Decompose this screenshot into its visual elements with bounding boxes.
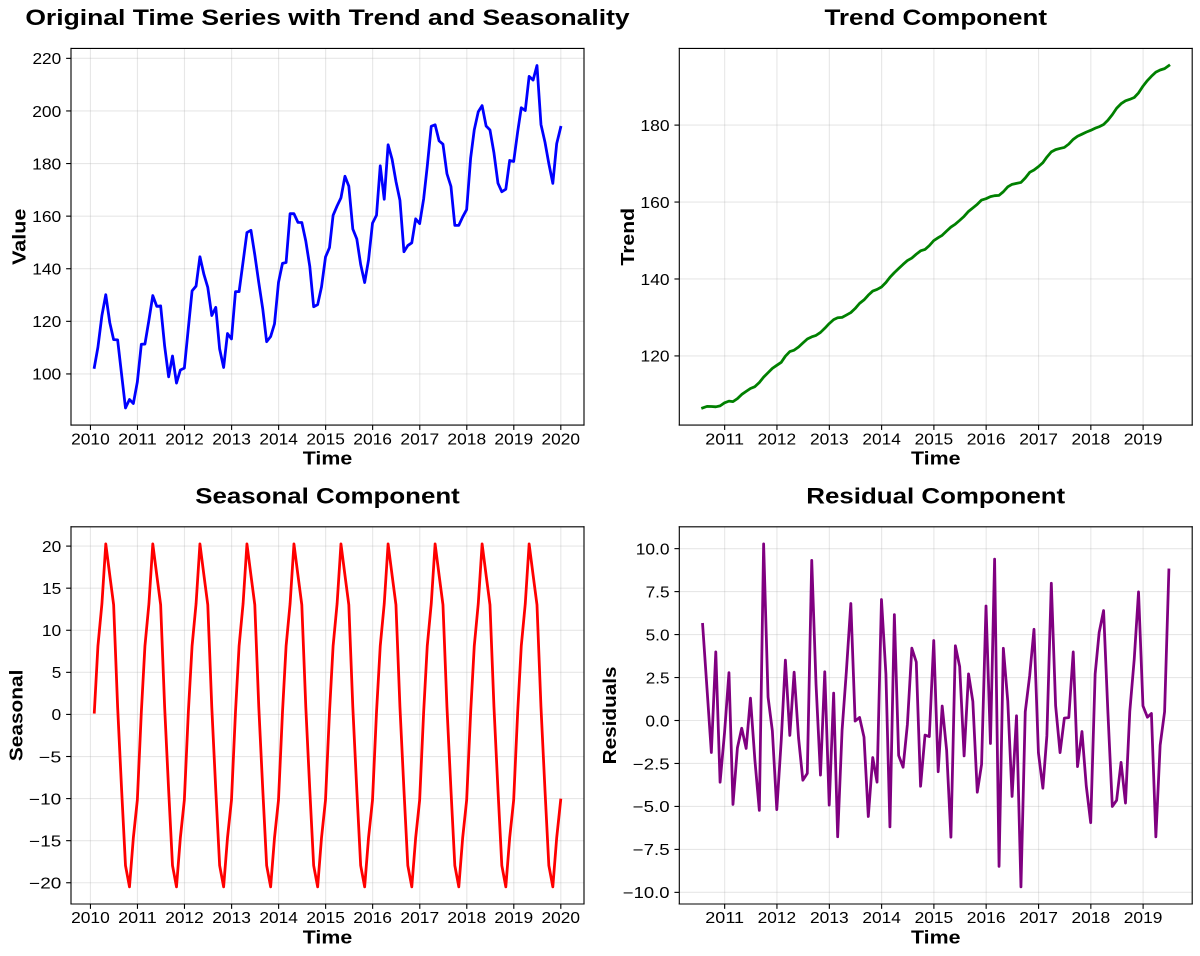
- svg-text:2013: 2013: [212, 431, 251, 448]
- svg-text:140: 140: [32, 262, 61, 279]
- svg-text:2018: 2018: [447, 910, 486, 927]
- svg-text:2011: 2011: [118, 910, 157, 927]
- svg-text:2018: 2018: [1071, 910, 1110, 927]
- svg-text:2015: 2015: [915, 910, 954, 927]
- svg-text:−10: −10: [29, 791, 61, 808]
- svg-text:−2.5: −2.5: [633, 756, 670, 773]
- svg-text:2012: 2012: [758, 431, 797, 448]
- svg-text:2.5: 2.5: [646, 670, 670, 687]
- svg-text:140: 140: [641, 272, 670, 289]
- svg-text:20: 20: [42, 539, 61, 556]
- svg-text:Original Time Series with Tren: Original Time Series with Trend and Seas…: [25, 5, 630, 30]
- svg-text:Time: Time: [911, 928, 960, 948]
- svg-text:2010: 2010: [71, 431, 110, 448]
- svg-text:100: 100: [32, 367, 61, 384]
- svg-text:10: 10: [42, 623, 61, 640]
- svg-text:2020: 2020: [542, 431, 581, 448]
- svg-text:2014: 2014: [862, 910, 901, 927]
- svg-text:2013: 2013: [810, 431, 849, 448]
- svg-text:2017: 2017: [400, 431, 439, 448]
- svg-text:2016: 2016: [967, 431, 1006, 448]
- svg-text:Seasonal Component: Seasonal Component: [195, 484, 460, 509]
- svg-text:10.0: 10.0: [636, 541, 670, 558]
- svg-text:−5: −5: [39, 749, 61, 766]
- svg-text:2019: 2019: [1124, 910, 1163, 927]
- svg-text:−5.0: −5.0: [633, 799, 670, 816]
- svg-text:200: 200: [32, 104, 61, 121]
- svg-text:15: 15: [42, 581, 61, 598]
- svg-text:Trend: Trend: [618, 208, 638, 266]
- svg-text:2019: 2019: [494, 910, 533, 927]
- svg-text:2014: 2014: [259, 910, 298, 927]
- svg-text:5.0: 5.0: [646, 627, 670, 644]
- svg-text:−10.0: −10.0: [623, 885, 670, 902]
- svg-text:2017: 2017: [1019, 910, 1058, 927]
- svg-text:2010: 2010: [71, 910, 110, 927]
- svg-text:2016: 2016: [353, 910, 392, 927]
- svg-text:220: 220: [32, 51, 61, 68]
- svg-text:2014: 2014: [862, 431, 901, 448]
- svg-text:2013: 2013: [810, 910, 849, 927]
- svg-text:0: 0: [52, 707, 62, 724]
- svg-text:2013: 2013: [212, 910, 251, 927]
- svg-text:2018: 2018: [447, 431, 486, 448]
- svg-text:120: 120: [32, 314, 61, 331]
- svg-text:160: 160: [640, 195, 669, 212]
- svg-text:Value: Value: [10, 209, 30, 265]
- svg-text:−7.5: −7.5: [633, 842, 670, 859]
- svg-text:160: 160: [32, 209, 61, 226]
- svg-text:−15: −15: [29, 833, 61, 850]
- svg-text:120: 120: [641, 349, 670, 366]
- svg-text:2012: 2012: [165, 910, 204, 927]
- svg-text:2015: 2015: [306, 431, 345, 448]
- svg-text:2020: 2020: [542, 910, 581, 927]
- svg-text:−20: −20: [29, 876, 61, 893]
- svg-text:Time: Time: [911, 449, 960, 469]
- svg-text:180: 180: [32, 156, 61, 173]
- svg-text:Seasonal: Seasonal: [7, 670, 27, 762]
- svg-text:2019: 2019: [1124, 431, 1163, 448]
- svg-text:2012: 2012: [165, 431, 204, 448]
- svg-text:Time: Time: [303, 928, 352, 948]
- svg-text:Residuals: Residuals: [600, 666, 620, 764]
- svg-text:2012: 2012: [758, 910, 797, 927]
- svg-text:2016: 2016: [967, 910, 1006, 927]
- svg-text:2014: 2014: [259, 431, 298, 448]
- svg-text:2011: 2011: [705, 910, 744, 927]
- svg-text:2015: 2015: [306, 910, 345, 927]
- svg-text:2017: 2017: [400, 910, 439, 927]
- svg-text:2016: 2016: [353, 431, 392, 448]
- svg-text:180: 180: [640, 118, 669, 135]
- svg-text:2011: 2011: [705, 431, 744, 448]
- svg-text:2015: 2015: [915, 431, 954, 448]
- svg-text:Trend Component: Trend Component: [824, 5, 1047, 30]
- svg-text:Residual Component: Residual Component: [806, 484, 1066, 509]
- svg-text:5: 5: [52, 665, 62, 682]
- svg-text:2018: 2018: [1071, 431, 1110, 448]
- svg-text:Time: Time: [303, 449, 352, 469]
- svg-text:0.0: 0.0: [645, 713, 669, 730]
- svg-text:7.5: 7.5: [646, 584, 670, 601]
- svg-text:2011: 2011: [118, 431, 157, 448]
- svg-text:2019: 2019: [494, 431, 533, 448]
- svg-text:2017: 2017: [1019, 431, 1058, 448]
